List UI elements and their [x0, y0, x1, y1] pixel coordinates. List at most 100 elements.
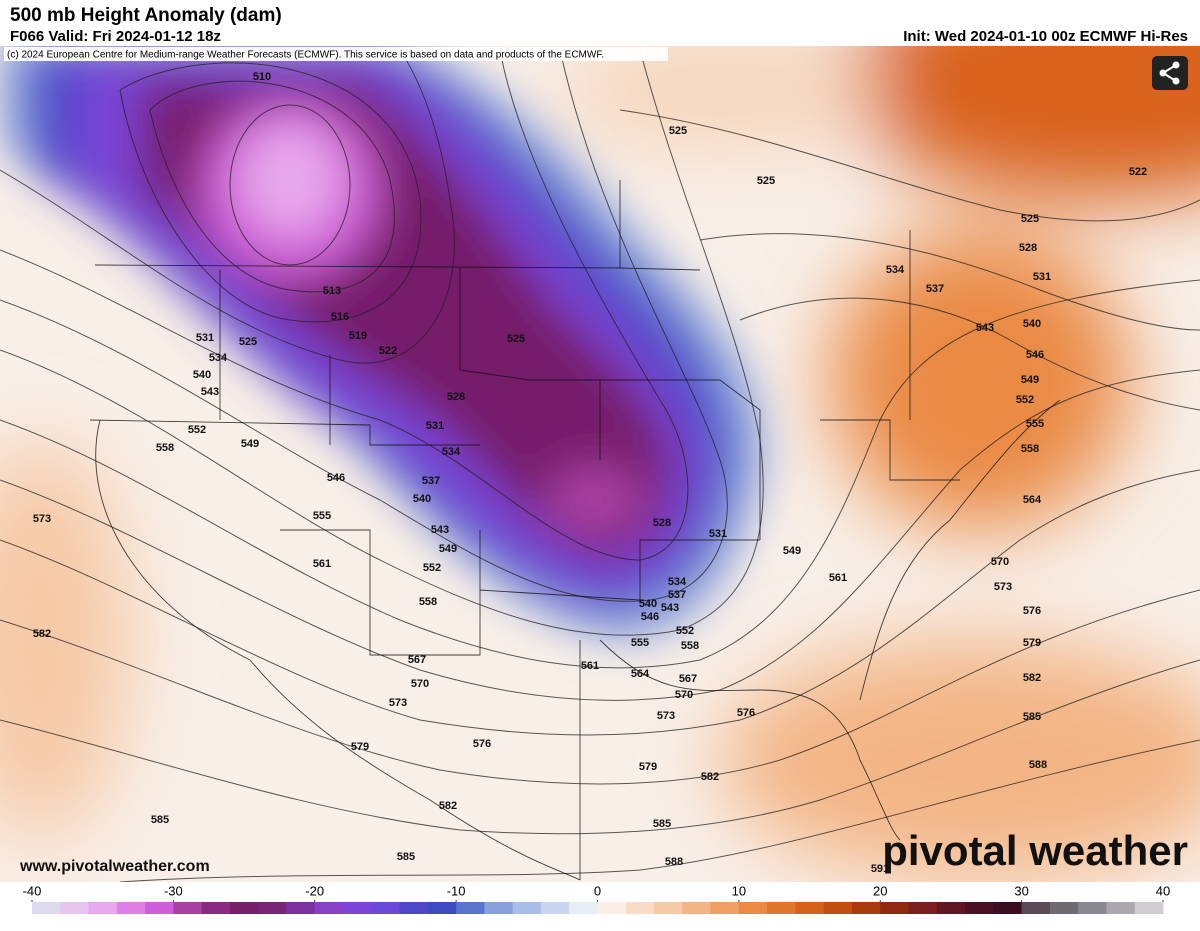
colorbar-tick-label: 20: [873, 883, 887, 898]
contour-label: 546: [1026, 349, 1044, 361]
colorbar-swatch: [597, 902, 627, 914]
colorbar-swatch: [229, 902, 259, 914]
colorbar-swatch: [795, 902, 825, 914]
contour-label: 555: [1026, 418, 1044, 430]
contour-label: 579: [351, 741, 369, 753]
colorbar-swatch: [880, 902, 910, 914]
contour-label: 531: [1033, 271, 1051, 283]
colorbar-swatch: [965, 902, 994, 914]
colorbar-swatch: [201, 902, 231, 914]
copyright: (c) 2024 European Centre for Medium-rang…: [7, 50, 604, 61]
contour-label: 561: [581, 660, 599, 672]
logo: pivotal weather: [882, 827, 1188, 874]
contour-label: 534: [442, 446, 461, 458]
colorbar-swatch: [851, 902, 881, 914]
share-button[interactable]: [1152, 56, 1188, 90]
contour-label: 570: [991, 556, 1009, 568]
colorbar-swatch: [60, 902, 90, 914]
contour-label: 525: [669, 125, 687, 137]
colorbar-swatch: [1106, 902, 1136, 914]
contour-label: 564: [1023, 494, 1042, 506]
contour-label: 588: [1029, 759, 1047, 771]
contour-label: 510: [253, 71, 271, 83]
contour-label: 537: [668, 589, 686, 601]
colorbar-tick-label: 0: [594, 883, 601, 898]
contour-label: 573: [389, 697, 407, 709]
contour-label: 579: [1023, 637, 1041, 649]
contour-label: 576: [737, 707, 755, 719]
contour-label: 588: [665, 856, 683, 868]
colorbar-swatch: [286, 902, 316, 914]
contour-label: 540: [639, 598, 657, 610]
colorbar-swatch: [710, 902, 740, 914]
colorbar-swatch: [258, 902, 287, 914]
colorbar-tick-label: -10: [447, 883, 466, 898]
contour-label: 543: [661, 602, 679, 614]
colorbar: -40 -30 -20 -10 0 10 20 30 40: [23, 883, 1170, 914]
contour-label: 543: [201, 386, 219, 398]
contour-label: 546: [327, 472, 345, 484]
contour-label: 582: [701, 771, 719, 783]
contour-label: 522: [1129, 166, 1147, 178]
colorbar-tick-label: -30: [164, 883, 183, 898]
colorbar-swatch: [343, 902, 372, 914]
colorbar-swatch: [88, 902, 118, 914]
contour-label: 582: [33, 628, 51, 640]
colorbar-tick-label: 10: [732, 883, 746, 898]
contour-label: 567: [408, 654, 426, 666]
colorbar-swatch: [173, 902, 203, 914]
colorbar-swatch: [1078, 902, 1107, 914]
contour-label: 531: [196, 332, 214, 344]
contour-label: 582: [439, 800, 457, 812]
contours: [0, 49, 1200, 882]
contour-label: 525: [239, 336, 257, 348]
contour-label: 555: [313, 510, 331, 522]
contour-label: 525: [1021, 213, 1039, 225]
colorbar-swatch: [738, 902, 768, 914]
contour-label: 552: [676, 625, 694, 637]
contour-label: 543: [976, 322, 994, 334]
colorbar-swatch: [456, 902, 485, 914]
colorbar-swatch: [767, 902, 796, 914]
colorbar-swatch: [1049, 902, 1079, 914]
contour-label: 540: [413, 493, 431, 505]
contour-label: 561: [313, 558, 331, 570]
contour-label: 528: [1019, 242, 1037, 254]
colorbar-tick-label: -40: [23, 883, 42, 898]
colorbar-swatch: [484, 902, 514, 914]
valid-time: F066 Valid: Fri 2024-01-12 18z: [10, 28, 221, 45]
contour-label: 531: [426, 420, 444, 432]
colorbar-swatch: [1021, 902, 1051, 914]
contour-label: 585: [1023, 711, 1041, 723]
contour-label: 546: [641, 611, 659, 623]
colorbar-swatch: [427, 902, 457, 914]
contour-label: 591: [871, 863, 889, 875]
contour-label: 585: [397, 851, 415, 863]
contour-label: 552: [188, 424, 206, 436]
contour-label: 522: [379, 345, 397, 357]
contour-label: 576: [473, 738, 491, 750]
colorbar-swatch: [682, 902, 712, 914]
contour-label: 540: [1023, 318, 1041, 330]
contour-label: 534: [209, 352, 228, 364]
contour-label: 564: [631, 668, 650, 680]
colorbar-swatch: [399, 902, 429, 914]
contour-label: 525: [757, 175, 775, 187]
contour-label: 525: [507, 333, 525, 345]
colorbar-swatch: [145, 902, 174, 914]
colorbar-swatch: [908, 902, 938, 914]
contour-label: 573: [657, 710, 675, 722]
contour-label: 561: [829, 572, 847, 584]
contour-label: 519: [349, 330, 367, 342]
contour-label: 582: [1023, 672, 1041, 684]
contour-label: 549: [783, 545, 801, 557]
contour-label: 570: [675, 689, 693, 701]
map: (c) 2024 European Centre for Medium-rang…: [0, 46, 1200, 882]
colorbar-tick-label: 30: [1014, 883, 1028, 898]
contour-label: 516: [331, 311, 349, 323]
colorbar-swatch: [654, 902, 683, 914]
website[interactable]: www.pivotalweather.com: [19, 858, 210, 875]
contour-label: 579: [639, 761, 657, 773]
